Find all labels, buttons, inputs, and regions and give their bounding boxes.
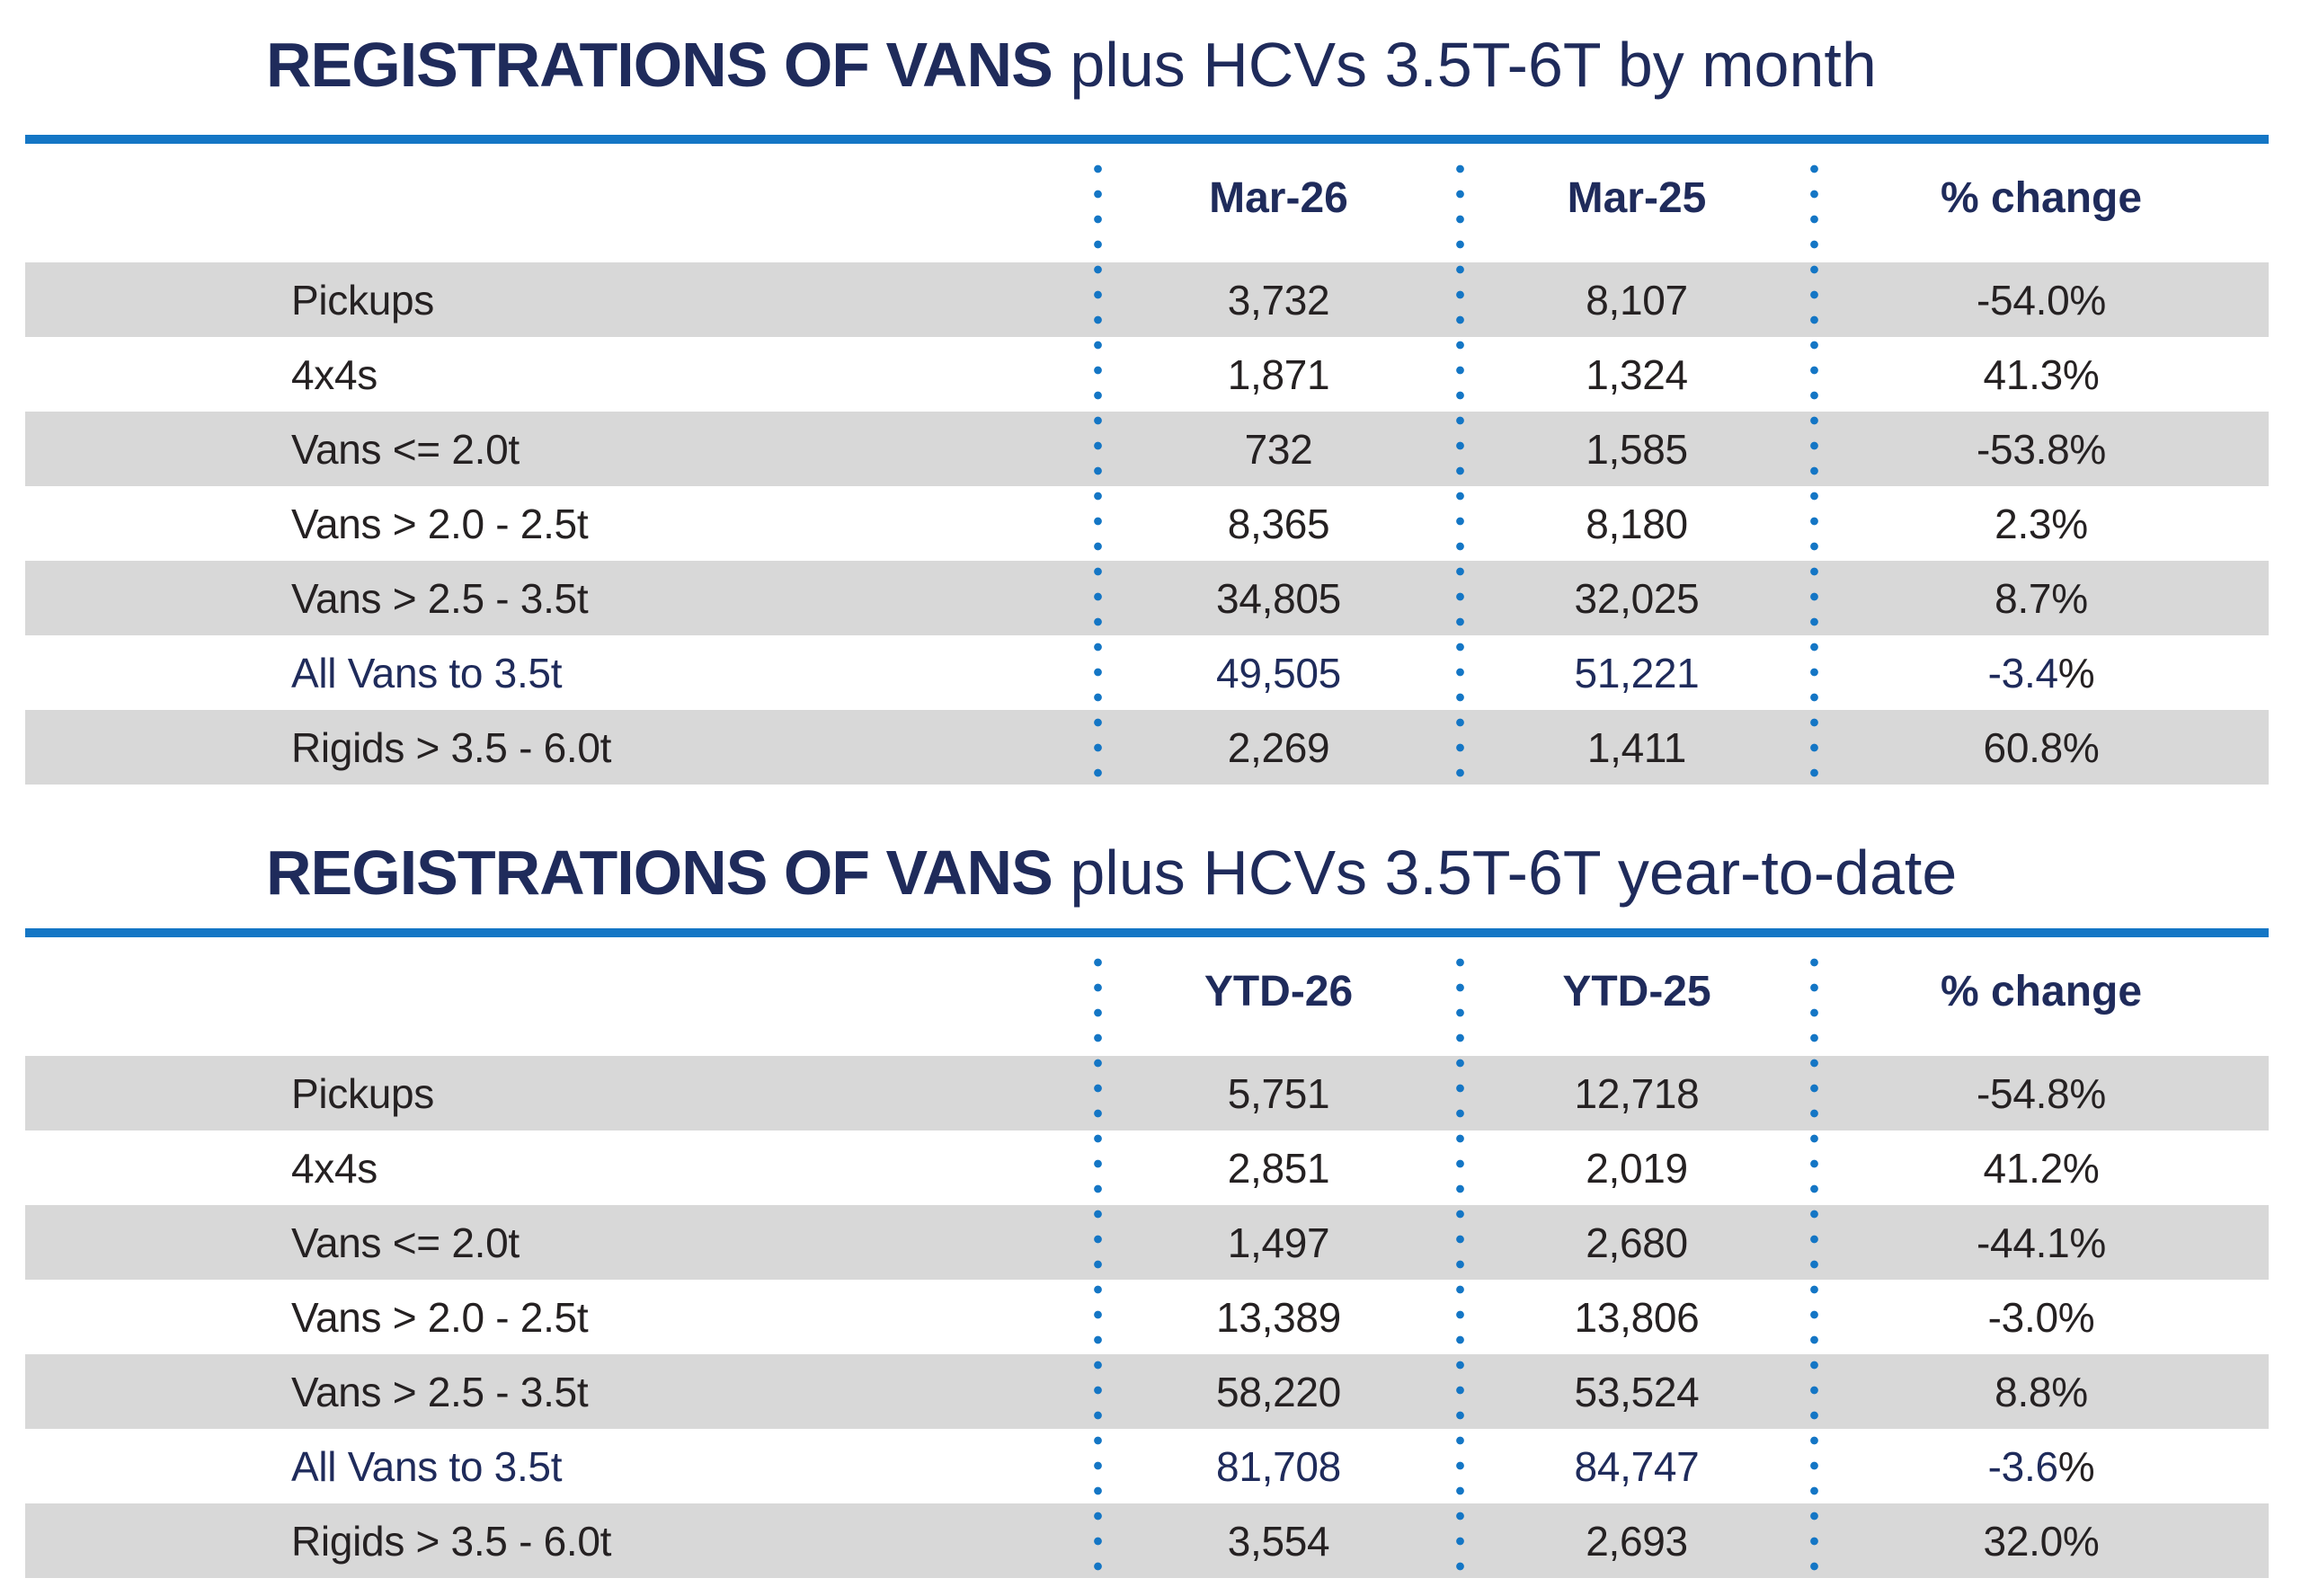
value-current: 2,851	[1227, 1144, 1330, 1192]
percent-sign: %	[2057, 1442, 2095, 1490]
monthly-registrations-section: REGISTRATIONS OF VANS plus HCVs 3.5T-6T b…	[0, 0, 2301, 785]
value-previous: 1,324	[1586, 350, 1688, 398]
value-previous: 12,718	[1574, 1069, 1700, 1117]
table-row: 4x4s 2,851 2,019 41.2%	[25, 1130, 2269, 1205]
value-previous: 8,107	[1586, 276, 1688, 324]
value-previous: 8,180	[1586, 500, 1688, 547]
value-previous: 53,524	[1574, 1368, 1700, 1415]
value-current: 49,505	[1216, 649, 1341, 696]
table-row: Vans > 2.0 - 2.5t 8,365 8,180 2.3%	[25, 486, 2269, 561]
table-row: All Vans to 3.5t 49,505 51,221 -3.4%	[25, 635, 2269, 710]
row-label: Vans <= 2.0t	[291, 1219, 520, 1266]
row-label: All Vans to 3.5t	[291, 649, 563, 696]
table-row: Vans > 2.5 - 3.5t 58,220 53,524 8.8%	[25, 1354, 2269, 1429]
table-row: Rigids > 3.5 - 6.0t 3,554 2,693 32.0%	[25, 1503, 2269, 1578]
monthly-section-title: REGISTRATIONS OF VANS plus HCVs 3.5T-6T b…	[0, 0, 2301, 102]
value-current: 3,732	[1227, 276, 1330, 324]
value-previous: 32,025	[1574, 574, 1700, 622]
column-header-current: Mar-26	[1209, 173, 1348, 222]
value-current: 81,708	[1216, 1442, 1341, 1490]
value-change: -54.0%	[1977, 276, 2106, 324]
divider-rule	[25, 928, 2269, 937]
row-label: Rigids > 3.5 - 6.0t	[291, 1517, 612, 1565]
ytd-table: YTD-26 YTD-25 % change Pickups 5,751 12,71…	[25, 937, 2269, 1578]
row-label: Vans > 2.0 - 2.5t	[291, 1293, 589, 1341]
column-header-change: % change	[1940, 967, 2143, 1015]
table-row: Vans > 2.0 - 2.5t 13,389 13,806 -3.0%	[25, 1280, 2269, 1354]
value-previous: 1,411	[1586, 723, 1687, 771]
value-change: -54.8%	[1977, 1069, 2106, 1117]
table-row: Vans > 2.5 - 3.5t 34,805 32,025 8.7%	[25, 561, 2269, 635]
table-body: Pickups 3,732 8,107 -54.0% 4x4s 1,871 1,324 41.…	[25, 262, 2269, 785]
value-change: -3.6%	[1814, 1442, 2269, 1491]
table-row: Vans <= 2.0t 1,497 2,680 -44.1%	[25, 1205, 2269, 1280]
value-previous: 1,585	[1586, 425, 1688, 473]
value-change: 60.8%	[1983, 723, 2100, 771]
value-change: -3.4%	[1814, 649, 2269, 697]
column-header-change: % change	[1940, 173, 2143, 222]
value-change: -44.1%	[1977, 1219, 2106, 1266]
divider-rule	[25, 135, 2269, 144]
value-current: 34,805	[1216, 574, 1341, 622]
value-current: 58,220	[1216, 1368, 1341, 1415]
row-label: Rigids > 3.5 - 6.0t	[291, 723, 612, 771]
value-change: -53.8%	[1977, 425, 2106, 473]
row-label: Vans > 2.5 - 3.5t	[291, 574, 589, 622]
table-header-row: Mar-26 Mar-25 % change	[25, 144, 2269, 262]
section-title-bold: REGISTRATIONS OF VANS	[266, 838, 1053, 908]
value-current: 3,554	[1227, 1517, 1330, 1565]
value-previous: 2,680	[1586, 1219, 1688, 1266]
table-row: Vans <= 2.0t 732 1,585 -53.8%	[25, 412, 2269, 486]
row-label: Vans > 2.5 - 3.5t	[291, 1368, 589, 1415]
value-previous: 2,693	[1586, 1517, 1688, 1565]
table-row: Pickups 3,732 8,107 -54.0%	[25, 262, 2269, 337]
table-row: Rigids > 3.5 - 6.0t 2,269 1,411 60.8%	[25, 710, 2269, 785]
change-number: -3.6	[1987, 1442, 2058, 1490]
table-row: All Vans to 3.5t 81,708 84,747 -3.6%	[25, 1429, 2269, 1503]
value-previous: 84,747	[1574, 1442, 1700, 1490]
table-header-row: YTD-26 YTD-25 % change	[25, 937, 2269, 1056]
value-change: 8.7%	[1994, 574, 2088, 622]
value-current: 2,269	[1227, 723, 1330, 771]
value-previous: 2,019	[1586, 1144, 1688, 1192]
value-change: -3.0%	[1987, 1293, 2095, 1341]
ytd-section-title: REGISTRATIONS OF VANS plus HCVs 3.5T-6T y…	[0, 785, 2301, 910]
section-title-bold: REGISTRATIONS OF VANS	[266, 30, 1053, 100]
row-label: Vans <= 2.0t	[291, 425, 520, 473]
row-label: All Vans to 3.5t	[291, 1442, 563, 1490]
section-title-rest: plus HCVs 3.5T-6T year-to-date	[1070, 838, 1958, 908]
ytd-registrations-section: REGISTRATIONS OF VANS plus HCVs 3.5T-6T y…	[0, 785, 2301, 1578]
column-header-current: YTD-26	[1204, 967, 1354, 1015]
value-current: 13,389	[1216, 1293, 1341, 1341]
row-label: 4x4s	[291, 350, 378, 398]
row-label: Pickups	[291, 1069, 434, 1117]
value-previous: 13,806	[1574, 1293, 1700, 1341]
column-header-previous: Mar-25	[1567, 173, 1707, 222]
value-change: 41.3%	[1983, 350, 2100, 398]
value-current: 732	[1244, 425, 1313, 473]
value-change: 32.0%	[1983, 1517, 2100, 1565]
percent-sign: %	[2057, 649, 2095, 696]
value-change: 41.2%	[1983, 1144, 2100, 1192]
value-current: 8,365	[1227, 500, 1330, 547]
column-header-previous: YTD-25	[1562, 967, 1711, 1015]
table-row: 4x4s 1,871 1,324 41.3%	[25, 337, 2269, 412]
row-label: Pickups	[291, 276, 434, 324]
change-number: -3.4	[1987, 649, 2058, 696]
value-change: 2.3%	[1994, 500, 2088, 547]
value-current: 1,871	[1227, 350, 1330, 398]
row-label: Vans > 2.0 - 2.5t	[291, 500, 589, 547]
table-body: Pickups 5,751 12,718 -54.8% 4x4s 2,851 2,019 41…	[25, 1056, 2269, 1578]
monthly-table: Mar-26 Mar-25 % change Pickups 3,732 8,107…	[25, 144, 2269, 785]
row-label: 4x4s	[291, 1144, 378, 1192]
value-current: 5,751	[1227, 1069, 1330, 1117]
table-row: Pickups 5,751 12,718 -54.8%	[25, 1056, 2269, 1130]
value-change: 8.8%	[1994, 1368, 2088, 1415]
section-title-rest: plus HCVs 3.5T-6T by month	[1070, 30, 1877, 100]
value-current: 1,497	[1227, 1219, 1330, 1266]
value-previous: 51,221	[1574, 649, 1700, 696]
